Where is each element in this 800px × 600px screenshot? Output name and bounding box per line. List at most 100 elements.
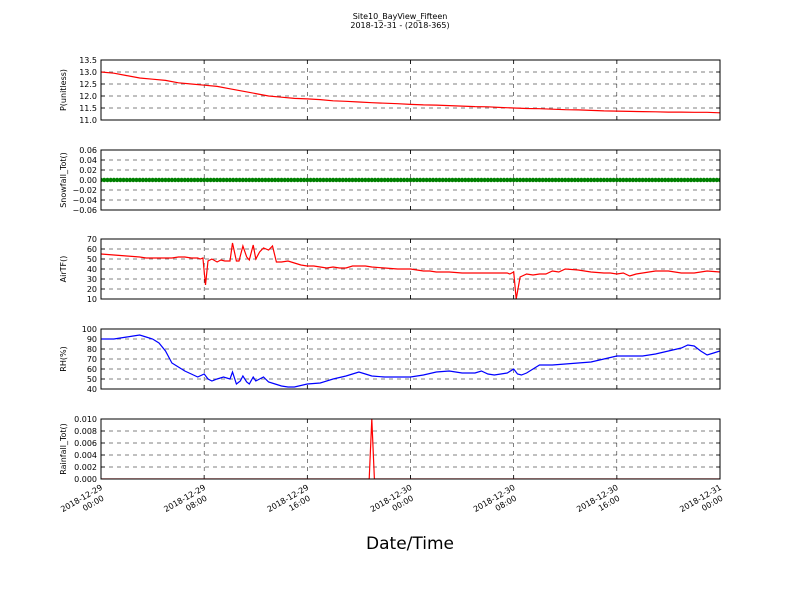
y-tick-label: 60 — [87, 365, 97, 374]
data-point — [675, 177, 681, 183]
data-point — [134, 177, 139, 183]
data-point — [324, 177, 329, 183]
y-tick-label: 0.04 — [79, 156, 97, 165]
data-point — [376, 177, 381, 183]
data-point — [437, 177, 442, 183]
plot-frame — [100, 328, 721, 390]
data-point — [118, 177, 123, 183]
y-tick-label: 40 — [87, 385, 97, 394]
data-point — [150, 177, 155, 183]
y-axis-label: Snowfall_Tot() — [59, 152, 68, 208]
data-point — [353, 177, 358, 183]
y-tick-label: 12.5 — [79, 80, 97, 89]
data-point — [640, 177, 645, 183]
data-point — [424, 177, 429, 183]
data-point — [662, 177, 668, 183]
data-point — [556, 177, 562, 183]
data-point — [401, 177, 407, 183]
data-point — [211, 177, 217, 183]
x-tick-label: 2018-12-2908:00 — [162, 483, 212, 523]
data-point — [582, 177, 587, 183]
data-point — [621, 177, 626, 183]
data-point — [124, 177, 129, 183]
data-point — [259, 177, 265, 183]
data-point — [392, 177, 397, 183]
x-tick-label: 2018-12-3016:00 — [575, 483, 625, 523]
data-point — [156, 177, 162, 183]
data-point — [546, 177, 552, 183]
data-point — [643, 177, 649, 183]
data-point — [114, 177, 120, 183]
data-point — [469, 177, 474, 183]
data-point — [137, 177, 142, 183]
data-point — [140, 177, 146, 183]
y-tick-label: 11.0 — [79, 116, 97, 125]
x-tick-label: 2018-12-3000:00 — [369, 483, 419, 523]
data-point — [318, 177, 323, 183]
y-axis-label: AirTF() — [59, 256, 68, 283]
data-point — [176, 177, 181, 183]
data-point — [224, 177, 229, 183]
data-point — [566, 177, 571, 183]
data-point — [466, 177, 471, 183]
data-point — [476, 177, 481, 183]
data-point — [653, 177, 658, 183]
y-tick-label: 0.000 — [74, 475, 97, 484]
data-point — [305, 177, 310, 183]
data-point — [292, 177, 297, 183]
data-point — [308, 177, 313, 183]
plot-frame — [100, 418, 721, 480]
data-point — [617, 177, 623, 183]
data-point — [443, 177, 449, 183]
x-axis-label: Date/Time — [366, 534, 454, 554]
data-point — [630, 177, 636, 183]
data-point — [314, 177, 320, 183]
data-point — [276, 177, 281, 183]
data-point — [717, 177, 720, 183]
y-tick-label: 100 — [82, 325, 97, 334]
data-point — [569, 177, 574, 183]
y-tick-label: 20 — [87, 285, 97, 294]
data-point — [172, 177, 178, 183]
data-point — [289, 177, 294, 183]
data-point — [585, 177, 591, 183]
data-point — [301, 177, 307, 183]
data-point — [572, 177, 578, 183]
data-point — [669, 177, 674, 183]
y-tick-label: 0.06 — [79, 146, 97, 155]
y-tick-label: 70 — [87, 235, 97, 244]
data-point — [472, 177, 478, 183]
y-tick-label: 50 — [87, 375, 97, 384]
data-point — [595, 177, 600, 183]
data-point — [463, 177, 468, 183]
data-point — [243, 177, 249, 183]
data-point — [685, 177, 690, 183]
plot-frame — [100, 149, 721, 211]
data-point — [704, 177, 710, 183]
data-point — [659, 177, 665, 183]
data-point — [327, 177, 333, 183]
data-point — [385, 177, 391, 183]
data-point — [579, 177, 584, 183]
y-axis-label: Rainfall_Tot() — [59, 423, 68, 475]
data-point — [508, 177, 513, 183]
y-tick-label: 11.5 — [79, 104, 97, 113]
data-point — [343, 177, 349, 183]
data-point — [347, 177, 352, 183]
data-point — [143, 177, 149, 183]
y-tick-label: 0.02 — [79, 166, 97, 175]
data-point — [614, 177, 620, 183]
data-point — [588, 177, 594, 183]
data-point — [237, 177, 242, 183]
data-point — [192, 177, 197, 183]
data-point — [453, 177, 458, 183]
x-tick-label: 2018-12-2916:00 — [266, 483, 316, 523]
data-point — [479, 177, 484, 183]
data-point — [166, 177, 171, 183]
data-point — [417, 177, 423, 183]
figure-title: Site10_BayView_Fifteen — [352, 12, 448, 21]
series-markers — [101, 177, 720, 183]
